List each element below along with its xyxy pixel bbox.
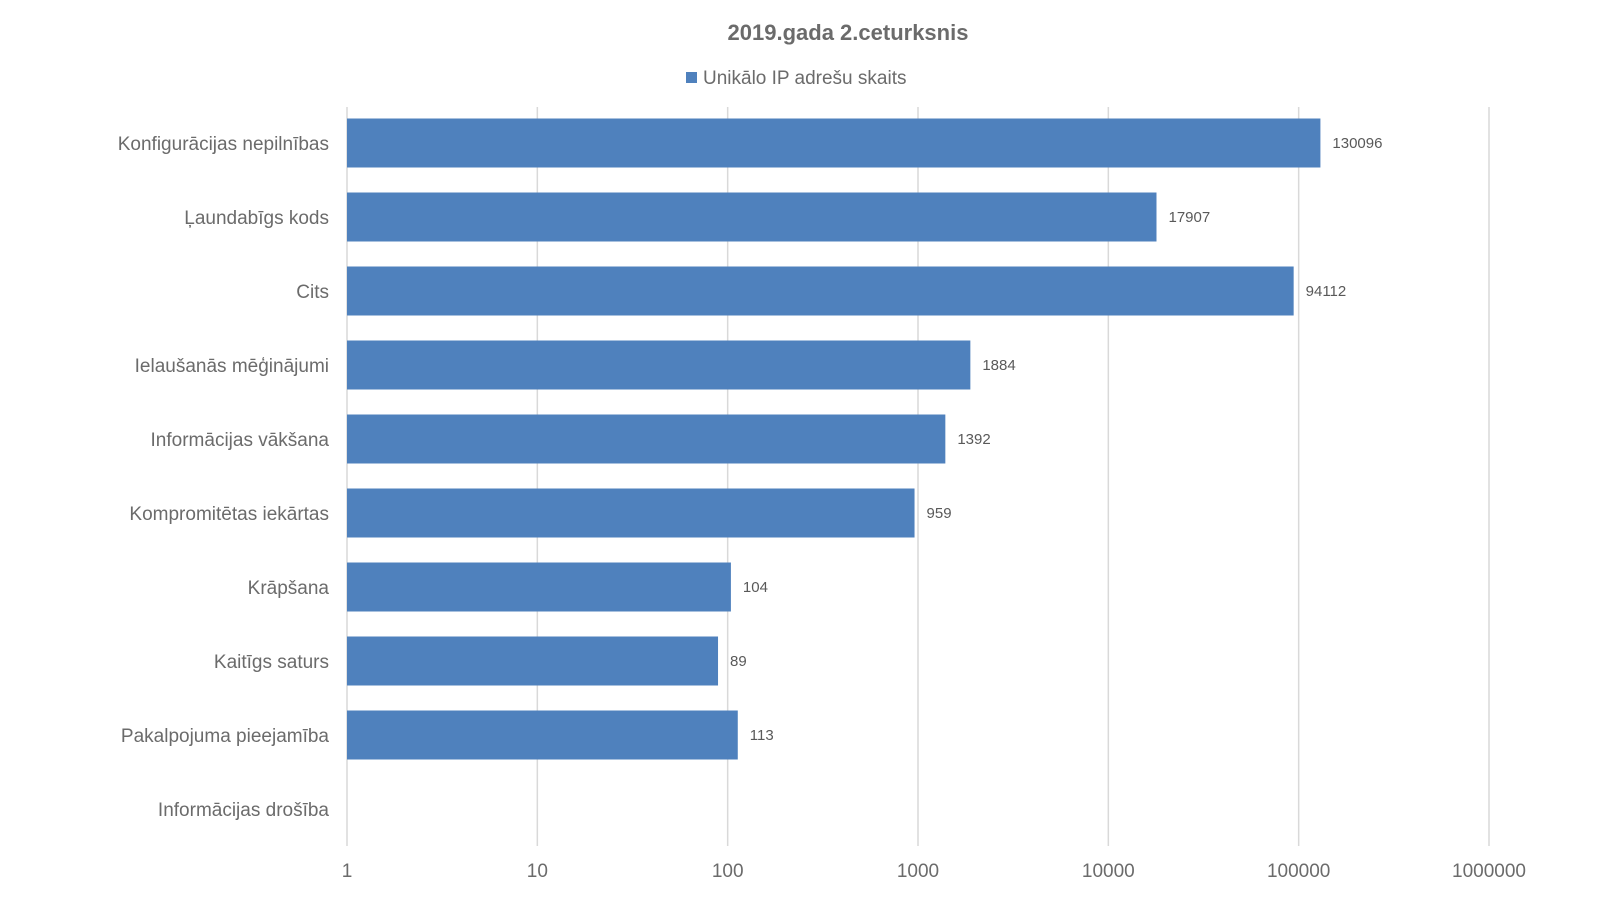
data-label: 113 [750,727,774,744]
x-tick-labels: 1 10 100 1000 10000 100000 1000000 [342,861,1526,882]
data-label: 959 [927,505,952,522]
x-tick-label: 1 [342,861,353,882]
category-label: Pakalpojuma pieejamība [121,726,330,747]
x-tick-label: 100000 [1267,861,1330,882]
bar [347,562,731,612]
x-tick-label: 100 [712,861,744,882]
bar [347,488,915,538]
category-label: Ielaušanās mēģinājumi [135,356,329,377]
bar [347,414,946,464]
category-label: Informācijas vākšana [151,430,330,451]
legend-swatch [686,72,697,83]
category-label: Informācijas drošība [158,800,330,821]
legend: Unikālo IP adrešu skaits [686,68,906,89]
data-label: 94112 [1306,283,1347,300]
bar [347,192,1157,242]
data-labels: 130096 17907 94112 1884 1392 959 104 89 113 [730,135,1382,744]
data-label: 89 [730,653,747,670]
x-tick-label: 10000 [1082,861,1135,882]
chart-title: 2019.gada 2.ceturksnis [728,20,969,45]
category-label: Kaitīgs saturs [214,652,329,673]
x-tick-label: 1000000 [1452,861,1526,882]
category-label: Konfigurācijas nepilnības [118,134,329,155]
category-labels: Konfigurācijas nepilnības Ļaundabīgs kods… [118,134,330,821]
category-label: Cits [296,282,329,303]
bar [347,266,1294,316]
x-tick-label: 10 [527,861,548,882]
data-label: 1884 [982,357,1015,374]
x-tick-label: 1000 [897,861,939,882]
data-label: 17907 [1168,209,1210,226]
category-label: Ļaundabīgs kods [184,208,329,229]
bar [347,636,719,686]
data-label: 1392 [957,431,990,448]
data-label: 104 [743,579,768,596]
category-label: Kompromitētas iekārtas [129,504,329,525]
bar [347,710,738,760]
data-label: 130096 [1332,135,1382,152]
category-label: Krāpšana [248,578,330,599]
bar [347,118,1321,168]
bar [347,340,971,390]
bars [347,118,1321,760]
legend-label: Unikālo IP adrešu skaits [703,68,906,89]
